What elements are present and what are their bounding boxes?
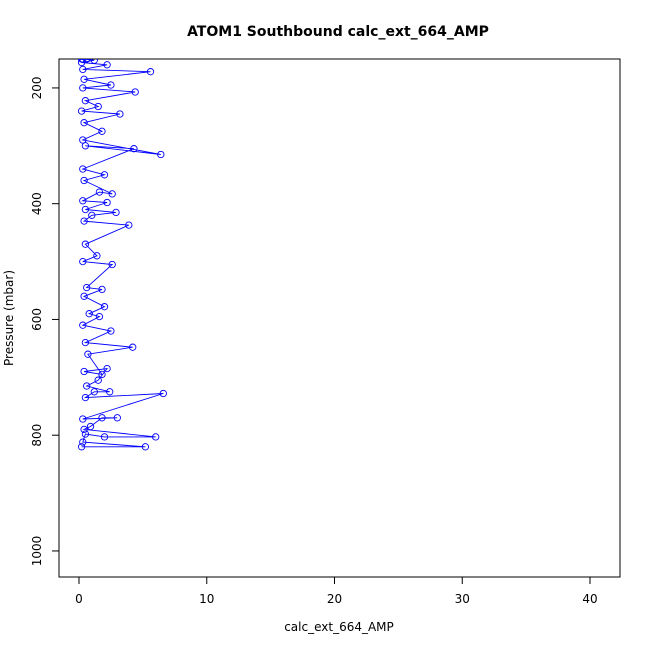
data-point: [116, 110, 124, 118]
data-point: [125, 221, 133, 229]
data-point: [94, 376, 102, 384]
data-point: [85, 310, 93, 318]
data-point: [79, 257, 87, 266]
data-point: [108, 260, 116, 269]
data-point: [100, 433, 109, 441]
y-axis-label: Pressure (mbar): [2, 270, 16, 366]
y-tick-label: 800: [30, 424, 44, 447]
x-tick-label: 10: [199, 592, 214, 606]
data-point: [88, 211, 96, 219]
data-point: [77, 59, 86, 67]
data-point: [86, 422, 95, 431]
data-point: [159, 389, 167, 398]
data-point: [79, 197, 87, 205]
plot-frame: [58, 58, 621, 578]
data-point: [103, 198, 111, 207]
data-point: [103, 364, 111, 373]
data-point: [83, 283, 91, 292]
data-point: [107, 327, 115, 335]
data-point: [81, 240, 90, 248]
data-point: [108, 190, 116, 198]
data-point: [131, 88, 139, 96]
data-point: [80, 119, 88, 127]
x-tick-label: 0: [75, 592, 83, 606]
data-point: [95, 188, 104, 196]
data-point: [106, 388, 114, 396]
data-point: [79, 415, 87, 423]
plot-area: [77, 59, 167, 451]
data-point: [80, 425, 88, 434]
series-line: [81, 59, 164, 448]
chart-title: ATOM1 Southbound calc_ext_664_AMP: [187, 24, 489, 40]
data-point: [94, 102, 102, 111]
x-tick-label: 40: [582, 592, 597, 606]
y-tick-label: 200: [30, 76, 44, 99]
data-point: [79, 136, 87, 144]
data-point: [79, 84, 87, 92]
data-point: [83, 59, 91, 63]
x-axis: 0 10 20 30 40: [75, 576, 598, 606]
data-point: [107, 81, 115, 89]
data-point: [81, 393, 90, 402]
data-point: [80, 367, 88, 376]
data-point: [112, 208, 120, 217]
data-point: [77, 443, 86, 451]
data-point: [90, 59, 98, 64]
data-point: [98, 414, 106, 422]
data-point: [100, 303, 109, 311]
data-point: [98, 370, 106, 379]
x-axis-label: calc_ext_664_AMP: [284, 620, 394, 634]
x-tick-label: 20: [327, 592, 342, 606]
data-point: [152, 433, 160, 441]
data-point: [98, 285, 106, 294]
data-point: [90, 388, 98, 396]
x-tick-label: 30: [455, 592, 470, 606]
data-point: [81, 338, 90, 347]
data-point: [95, 312, 104, 321]
y-axis: 200 400 600 800 1000: [30, 76, 60, 567]
data-point: [79, 65, 87, 74]
data-point: [100, 171, 109, 179]
data-point: [80, 292, 88, 300]
data-point: [79, 165, 87, 173]
data-point: [80, 217, 88, 225]
data-point: [80, 176, 88, 185]
data-point: [129, 343, 137, 351]
data-point: [77, 59, 86, 63]
y-tick-label: 1000: [30, 536, 44, 567]
data-point: [157, 150, 165, 159]
data-point: [81, 430, 90, 438]
data-point: [79, 321, 87, 329]
data-point: [81, 205, 90, 214]
y-tick-label: 400: [30, 192, 44, 215]
data-point: [84, 350, 92, 358]
data-point: [93, 252, 101, 260]
data-point: [113, 414, 121, 422]
data-point: [141, 443, 150, 451]
data-point: [81, 142, 90, 150]
data-point: [130, 145, 138, 153]
data-point: [80, 75, 88, 83]
data-point: [83, 382, 91, 390]
data-point: [77, 107, 86, 115]
data-point: [98, 127, 106, 135]
y-tick-label: 600: [30, 308, 44, 331]
data-point: [103, 61, 111, 69]
data-point: [81, 97, 90, 105]
data-point: [79, 438, 87, 446]
data-point: [146, 68, 155, 76]
